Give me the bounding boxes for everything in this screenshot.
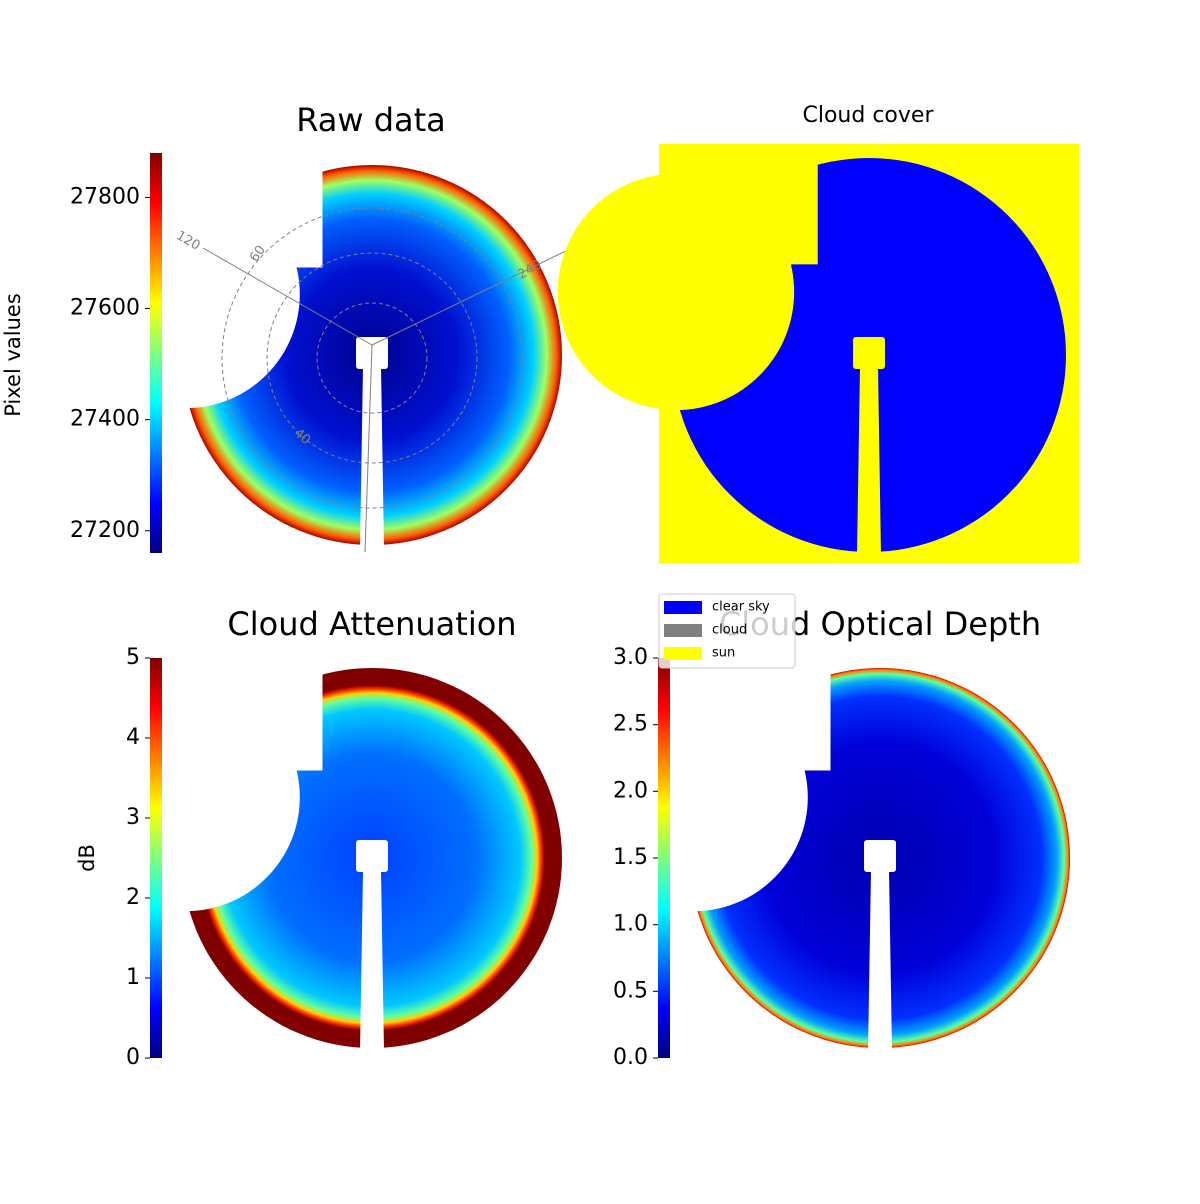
- colorbar: [150, 153, 162, 553]
- panel-title: Cloud Attenuation: [227, 605, 516, 643]
- colorbar-tick-label: 1.0: [613, 912, 648, 937]
- camera-arm-head: [864, 840, 896, 872]
- colorbar: [658, 658, 670, 1058]
- camera-arm: [360, 870, 384, 1052]
- camera-arm-head: [853, 337, 885, 369]
- camera-arm: [857, 367, 881, 556]
- colorbar-tick-label: 0.0: [613, 1045, 648, 1070]
- masked-corner: [670, 156, 818, 265]
- polar-grid-circle: [316, 302, 428, 414]
- legend: clear sky cloud sun: [658, 593, 796, 669]
- colorbar-tick-label: 27200: [70, 518, 140, 543]
- polar-grid-line: [371, 247, 573, 346]
- masked-corner: [180, 666, 323, 771]
- colorbar-tick-label: 27400: [70, 407, 140, 432]
- masked-corner: [688, 666, 831, 771]
- colorbar-tick-label: 3.0: [613, 645, 648, 670]
- masked-corner: [180, 163, 323, 268]
- camera-arm-head: [356, 840, 388, 872]
- colorbar-tick-label: 2: [126, 885, 140, 910]
- colorbar-tick-label: 3: [126, 805, 140, 830]
- colorbar-tick-label: 0: [126, 1045, 140, 1070]
- legend-label: sun: [712, 646, 735, 661]
- legend-label: clear sky: [712, 600, 770, 615]
- colorbar-tick-label: 4: [126, 725, 140, 750]
- camera-arm: [868, 870, 892, 1052]
- sky-image: [71, 163, 562, 549]
- colorbar-label: dB: [75, 844, 99, 872]
- polar-grid-line: [364, 344, 373, 553]
- sky-image: [557, 156, 1066, 556]
- legend-label: cloud: [712, 623, 747, 638]
- colorbar-label: Pixel values: [1, 293, 25, 417]
- legend-swatch: [664, 601, 702, 614]
- legend-swatch: [664, 647, 702, 660]
- sky-image: [71, 666, 562, 1052]
- colorbar-tick-label: 5: [126, 645, 140, 670]
- legend-swatch: [664, 624, 702, 637]
- colorbar: [150, 658, 162, 1058]
- polar-grid-circle: [221, 207, 523, 509]
- colorbar-tick-label: 27800: [70, 184, 140, 209]
- colorbar-tick-label: 2.0: [613, 778, 648, 803]
- colorbar-tick-label: 0.5: [613, 978, 648, 1003]
- polar-grid-circle: [266, 252, 478, 464]
- panel-title: Raw data: [296, 101, 446, 139]
- colorbar-tick-label: 2.5: [613, 712, 648, 737]
- camera-arm: [360, 367, 384, 549]
- colorbar-tick-label: 1.5: [613, 845, 648, 870]
- colorbar-tick-label: 1: [126, 965, 140, 990]
- polar-grid-line: [202, 247, 373, 346]
- sky-image: [579, 666, 1070, 1052]
- panel-title: Cloud cover: [803, 103, 935, 128]
- colorbar-tick-label: 27600: [70, 296, 140, 321]
